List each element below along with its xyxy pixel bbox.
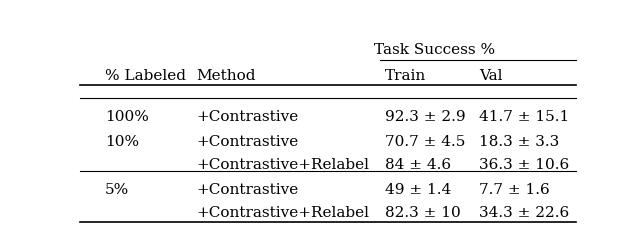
Text: 10%: 10% bbox=[105, 135, 139, 149]
Text: 49 ± 1.4: 49 ± 1.4 bbox=[385, 183, 451, 197]
Text: Val: Val bbox=[479, 68, 503, 82]
Text: 100%: 100% bbox=[105, 110, 148, 124]
Text: +Contrastive+Relabel: +Contrastive+Relabel bbox=[196, 158, 369, 172]
Text: Task Success %: Task Success % bbox=[374, 44, 495, 58]
Text: +Contrastive: +Contrastive bbox=[196, 135, 299, 149]
Text: 34.3 ± 22.6: 34.3 ± 22.6 bbox=[479, 206, 570, 220]
Text: 7.7 ± 1.6: 7.7 ± 1.6 bbox=[479, 183, 550, 197]
Text: 41.7 ± 15.1: 41.7 ± 15.1 bbox=[479, 110, 570, 124]
Text: Train: Train bbox=[385, 68, 426, 82]
Text: +Contrastive+Relabel: +Contrastive+Relabel bbox=[196, 206, 369, 220]
Text: 36.3 ± 10.6: 36.3 ± 10.6 bbox=[479, 158, 570, 172]
Text: 82.3 ± 10: 82.3 ± 10 bbox=[385, 206, 461, 220]
Text: Method: Method bbox=[196, 68, 256, 82]
Text: 84 ± 4.6: 84 ± 4.6 bbox=[385, 158, 451, 172]
Text: +Contrastive: +Contrastive bbox=[196, 110, 299, 124]
Text: 70.7 ± 4.5: 70.7 ± 4.5 bbox=[385, 135, 465, 149]
Text: 92.3 ± 2.9: 92.3 ± 2.9 bbox=[385, 110, 466, 124]
Text: 5%: 5% bbox=[105, 183, 129, 197]
Text: +Contrastive: +Contrastive bbox=[196, 183, 299, 197]
Text: 18.3 ± 3.3: 18.3 ± 3.3 bbox=[479, 135, 559, 149]
Text: % Labeled: % Labeled bbox=[105, 68, 186, 82]
